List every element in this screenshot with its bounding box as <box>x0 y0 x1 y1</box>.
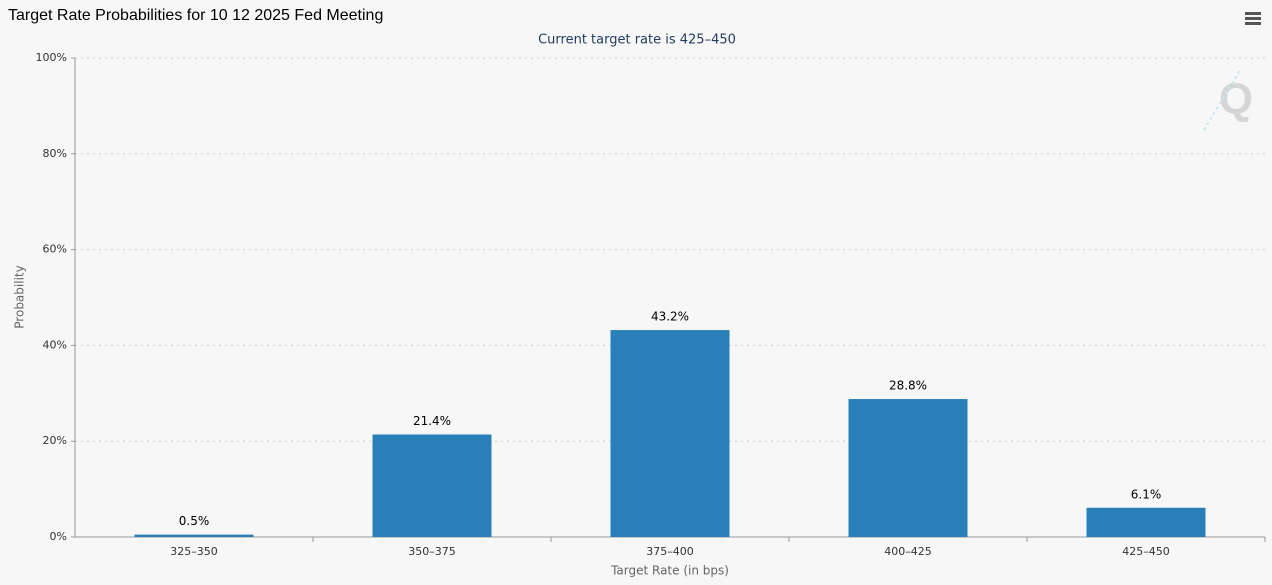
y-tick-label: 100% <box>36 51 67 64</box>
x-tick-label: 425–450 <box>1122 545 1170 558</box>
bar <box>134 534 254 537</box>
watermark: Q <box>1203 69 1253 131</box>
x-tick-label: 325–350 <box>170 545 218 558</box>
menu-bar[interactable] <box>1245 22 1261 25</box>
menu-bar[interactable] <box>1245 12 1261 15</box>
y-tick-label: 40% <box>43 338 67 351</box>
bar <box>848 399 968 537</box>
bar <box>1086 507 1206 537</box>
y-tick-label: 20% <box>43 434 67 447</box>
menu-bar[interactable] <box>1245 17 1261 20</box>
menu-button[interactable] <box>1245 12 1261 25</box>
y-tick-label: 0% <box>50 530 67 543</box>
value-label: 21.4% <box>413 414 451 428</box>
y-tick-label: 80% <box>43 147 67 160</box>
x-tick-label: 350–375 <box>408 545 456 558</box>
chart-title: Target Rate Probabilities for 10 12 2025… <box>8 7 383 24</box>
x-tick-label: 375–400 <box>646 545 694 558</box>
x-axis-label: Target Rate (in bps) <box>610 564 729 578</box>
y-tick-label: 60% <box>43 243 67 256</box>
y-axis-label: Probability <box>13 265 27 328</box>
value-label: 0.5% <box>179 514 210 528</box>
watermark-logo: Q <box>1219 75 1253 124</box>
value-label: 28.8% <box>889 379 927 393</box>
x-tick-label: 400–425 <box>884 545 932 558</box>
bar <box>372 434 492 537</box>
value-label: 6.1% <box>1131 487 1162 501</box>
value-label: 43.2% <box>651 310 689 324</box>
chart-subtitle: Current target rate is 425–450 <box>538 33 736 48</box>
bar <box>610 330 730 537</box>
